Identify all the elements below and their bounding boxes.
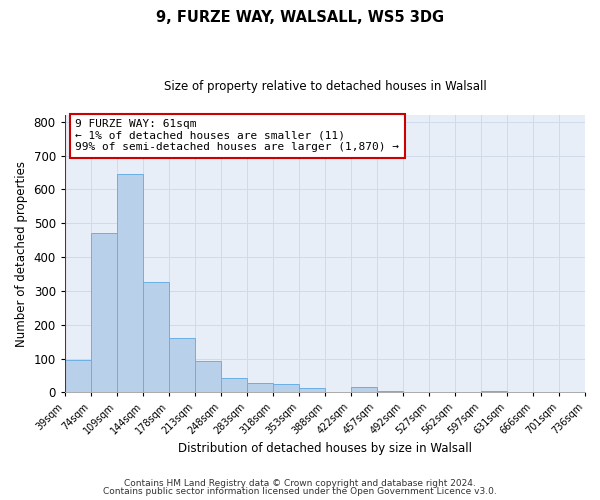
Title: Size of property relative to detached houses in Walsall: Size of property relative to detached ho…: [164, 80, 486, 93]
Bar: [273, 384, 299, 392]
Bar: [194, 362, 221, 392]
Bar: [377, 390, 403, 392]
Y-axis label: Number of detached properties: Number of detached properties: [15, 160, 28, 346]
Text: Contains public sector information licensed under the Open Government Licence v3: Contains public sector information licen…: [103, 487, 497, 496]
Bar: [299, 388, 325, 392]
X-axis label: Distribution of detached houses by size in Walsall: Distribution of detached houses by size …: [178, 442, 472, 455]
Text: Contains HM Land Registry data © Crown copyright and database right 2024.: Contains HM Land Registry data © Crown c…: [124, 478, 476, 488]
Text: 9 FURZE WAY: 61sqm
← 1% of detached houses are smaller (11)
99% of semi-detached: 9 FURZE WAY: 61sqm ← 1% of detached hous…: [75, 119, 399, 152]
Bar: [65, 360, 91, 392]
Bar: [169, 338, 194, 392]
Bar: [350, 388, 377, 392]
Bar: [143, 282, 169, 393]
Text: 9, FURZE WAY, WALSALL, WS5 3DG: 9, FURZE WAY, WALSALL, WS5 3DG: [156, 10, 444, 25]
Bar: [117, 174, 143, 392]
Bar: [247, 383, 273, 392]
Bar: [221, 378, 247, 392]
Bar: [481, 390, 508, 392]
Bar: [91, 234, 117, 392]
